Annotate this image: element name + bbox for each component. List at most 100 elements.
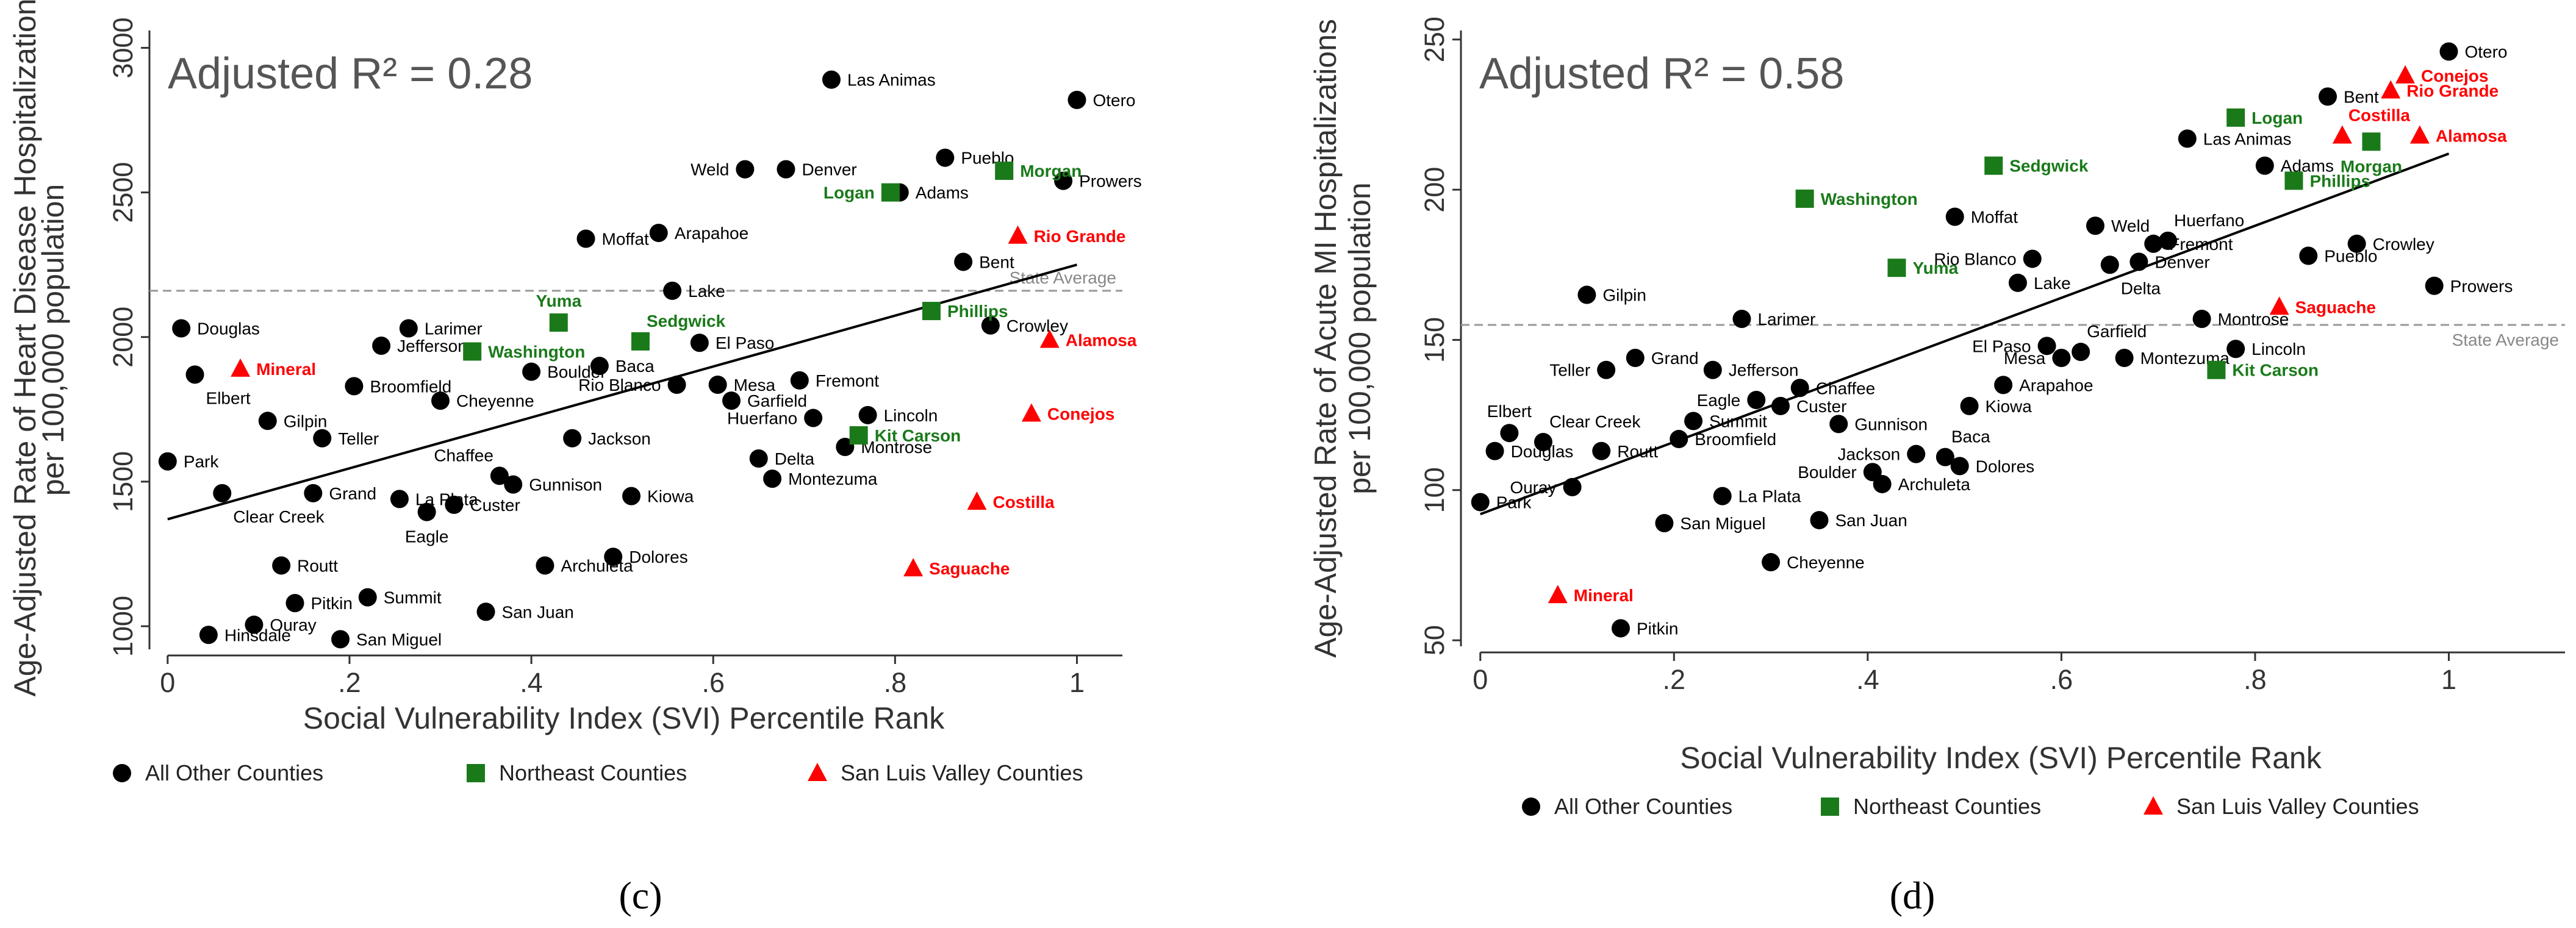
label-rio-grande: Rio Grande bbox=[2406, 82, 2499, 101]
panel-d-x-tick-label: 0 bbox=[1473, 664, 1488, 695]
panel-c-r2-annotation: Adjusted R² = 0.28 bbox=[168, 49, 533, 98]
label-conejos: Conejos bbox=[1047, 404, 1114, 423]
label-elbert: Elbert bbox=[1487, 402, 1532, 421]
label-weld: Weld bbox=[691, 160, 729, 179]
label-cheyenne: Cheyenne bbox=[1787, 553, 1865, 572]
label-elbert: Elbert bbox=[206, 388, 251, 407]
panel-d-legend-label-slv: San Luis Valley Counties bbox=[2176, 794, 2419, 819]
label-mineral: Mineral bbox=[256, 360, 316, 379]
label-huerfano: Huerfano bbox=[2174, 211, 2244, 230]
label-crowley: Crowley bbox=[2373, 235, 2434, 254]
panel-c-x-tick-label: .8 bbox=[884, 667, 907, 698]
point-kit-carson bbox=[849, 426, 868, 445]
label-kit-carson: Kit Carson bbox=[875, 426, 961, 445]
point-routt bbox=[272, 556, 291, 575]
panel-c-x-tick-label: 1 bbox=[1069, 667, 1085, 698]
label-gunnison: Gunnison bbox=[529, 476, 602, 494]
label-phillips: Phillips bbox=[2309, 171, 2370, 190]
panel-d-caption: (d) bbox=[1890, 874, 1936, 917]
point-prowers bbox=[1054, 171, 1073, 190]
label-rio-blanco: Rio Blanco bbox=[1934, 249, 2016, 268]
point-archuleta bbox=[536, 556, 554, 575]
label-eagle: Eagle bbox=[1697, 391, 1741, 410]
point-san-juan bbox=[1810, 511, 1829, 530]
label-mineral: Mineral bbox=[1574, 586, 1634, 605]
label-fremont: Fremont bbox=[816, 371, 879, 390]
panel-d-y-tick-label: 250 bbox=[1419, 16, 1450, 62]
label-teller: Teller bbox=[338, 429, 379, 448]
label-dolores: Dolores bbox=[629, 548, 687, 566]
label-el-paso: El Paso bbox=[1972, 337, 2031, 355]
panel-c-y-tick-label: 3000 bbox=[107, 17, 138, 78]
label-san-miguel: San Miguel bbox=[1680, 514, 1765, 533]
label-clear-creek: Clear Creek bbox=[233, 507, 325, 526]
point-larimer bbox=[399, 319, 418, 338]
panel-d-state-average-label: State Average bbox=[2452, 330, 2559, 349]
panel-c-legend-label-slv: San Luis Valley Counties bbox=[841, 760, 1083, 785]
label-otero: Otero bbox=[1092, 91, 1135, 110]
label-larimer: Larimer bbox=[1757, 310, 1815, 329]
label-garfield: Garfield bbox=[2087, 322, 2147, 341]
label-huerfano: Huerfano bbox=[727, 409, 797, 428]
point-gilpin bbox=[1577, 285, 1596, 304]
label-baca: Baca bbox=[615, 357, 655, 376]
label-delta: Delta bbox=[2121, 279, 2161, 298]
point-weld bbox=[736, 160, 755, 179]
label-fremont: Fremont bbox=[2169, 235, 2233, 254]
point-custer bbox=[1771, 396, 1790, 415]
panel-d-r2-annotation: Adjusted R² = 0.58 bbox=[1479, 49, 1844, 98]
panel-c-legend-marker-other bbox=[113, 764, 131, 782]
point-boulder bbox=[522, 362, 541, 381]
label-alamosa: Alamosa bbox=[1066, 331, 1137, 350]
point-rio-blanco bbox=[2023, 249, 2042, 268]
point-sedgwick bbox=[631, 332, 650, 351]
point-prowers bbox=[2425, 276, 2444, 295]
label-lake: Lake bbox=[688, 282, 725, 301]
point-arapahoe bbox=[1994, 376, 2013, 394]
point-summit bbox=[358, 588, 377, 607]
label-douglas: Douglas bbox=[1511, 442, 1574, 461]
point-jefferson bbox=[372, 336, 391, 355]
point-otero bbox=[1067, 90, 1086, 109]
point-arapahoe bbox=[649, 224, 668, 243]
panel-d-legend-marker-slv bbox=[2144, 796, 2163, 815]
label-phillips: Phillips bbox=[947, 302, 1008, 321]
point-el-paso bbox=[2037, 337, 2056, 355]
point-clear-creek bbox=[213, 484, 232, 502]
label-ouray: Ouray bbox=[1510, 478, 1556, 497]
point-montrose bbox=[2192, 309, 2211, 328]
label-bent: Bent bbox=[979, 252, 1014, 271]
label-moffat: Moffat bbox=[602, 229, 650, 248]
point-teller bbox=[313, 429, 332, 448]
point-rio-grande bbox=[2381, 80, 2401, 99]
panel-d-y-axis-title-line: per 100,000 population bbox=[1343, 182, 1377, 494]
label-grand: Grand bbox=[1651, 349, 1699, 368]
label-san-juan: San Juan bbox=[1835, 511, 1907, 530]
panel-c-x-tick-label: 0 bbox=[160, 667, 175, 698]
panel-c-y-axis-title-line: per 100,000 population bbox=[36, 184, 70, 496]
label-mesa: Mesa bbox=[2004, 349, 2046, 368]
point-mineral bbox=[231, 358, 251, 377]
label-washington: Washington bbox=[1821, 190, 1918, 209]
label-arapahoe: Arapahoe bbox=[2019, 376, 2093, 394]
panel-d-x-tick-label: .6 bbox=[2050, 664, 2073, 695]
panel-c-state-average-label: State Average bbox=[1010, 268, 1116, 287]
point-pitkin bbox=[285, 594, 304, 613]
panel-c-caption: (c) bbox=[619, 874, 662, 917]
point-broomfield bbox=[345, 377, 364, 396]
panel-c-y-tick-label: 2000 bbox=[107, 307, 138, 368]
point-la-plata bbox=[390, 490, 409, 509]
point-pitkin bbox=[1611, 619, 1630, 638]
label-sedgwick: Sedgwick bbox=[2009, 157, 2089, 176]
label-custer: Custer bbox=[1796, 397, 1846, 416]
label-moffat: Moffat bbox=[1971, 207, 2018, 226]
label-park: Park bbox=[1496, 493, 1532, 512]
panel-c-y-tick-label: 2500 bbox=[107, 162, 138, 223]
point-washington bbox=[1795, 189, 1814, 208]
point-dolores bbox=[604, 548, 623, 566]
label-garfield: Garfield bbox=[747, 391, 807, 410]
label-grand: Grand bbox=[329, 484, 376, 503]
panel-c-x-tick-label: .6 bbox=[701, 667, 725, 698]
label-cheyenne: Cheyenne bbox=[456, 391, 534, 410]
label-crowley: Crowley bbox=[1006, 316, 1068, 335]
